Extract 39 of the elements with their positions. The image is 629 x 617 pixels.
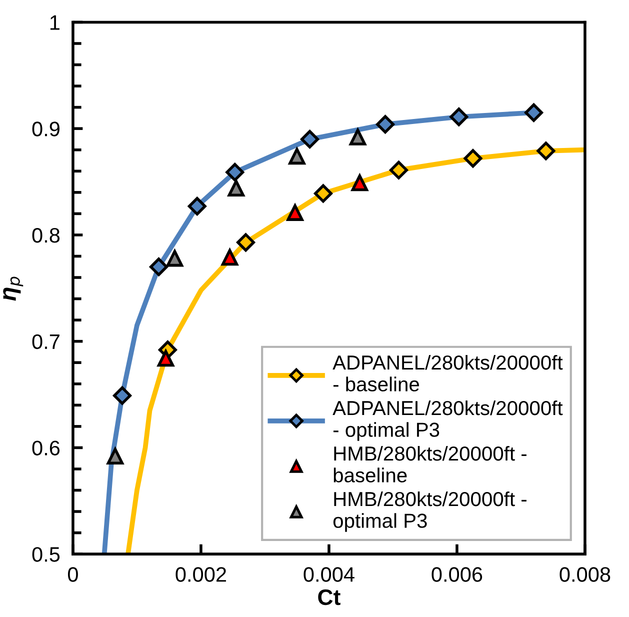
point — [450, 108, 468, 126]
point — [226, 162, 244, 182]
y-axis-title: η$_{p}$ — [3, 276, 24, 301]
point — [464, 149, 482, 168]
point — [236, 233, 256, 252]
point — [221, 248, 238, 266]
x-tick-label: 0.002 — [176, 567, 226, 582]
point — [536, 142, 556, 160]
legend-label: ADPANEL/280kts/20000ft - optimal P3 — [332, 400, 563, 441]
point — [376, 115, 395, 134]
x-tick-label: 0.008 — [560, 567, 610, 582]
x-tick-label: 0 — [68, 567, 78, 582]
point — [389, 160, 408, 180]
legend-label: HMB/280kts/20000ft - baseline — [334, 446, 526, 482]
point — [286, 204, 304, 221]
point — [314, 184, 332, 203]
point — [157, 350, 174, 367]
y-tick-label: 0.7 — [32, 334, 60, 350]
point — [288, 148, 306, 165]
point — [149, 258, 168, 276]
point — [524, 103, 544, 122]
point — [113, 386, 132, 405]
y-tick-label: 0.9 — [32, 122, 60, 136]
point — [300, 130, 320, 148]
point — [351, 174, 368, 192]
y-tick-label: 0.6 — [32, 440, 60, 456]
point — [349, 128, 366, 146]
y-tick-label: 0.8 — [32, 228, 60, 243]
point — [166, 250, 184, 267]
y-tick-label: 0.5 — [32, 547, 60, 562]
legend-label: HMB/280kts/20000ft - optimal P3 — [333, 491, 526, 532]
x-tick-label: 0.006 — [432, 567, 482, 582]
x-tick-label: 0.004 — [304, 567, 354, 582]
point — [228, 180, 244, 196]
y-tick-label: 1 — [50, 15, 60, 30]
point — [188, 196, 206, 216]
x-axis-title: Ct — [318, 589, 340, 606]
point — [106, 448, 124, 465]
legend-label: ADPANEL/280kts/20000ft - baseline — [332, 354, 563, 392]
